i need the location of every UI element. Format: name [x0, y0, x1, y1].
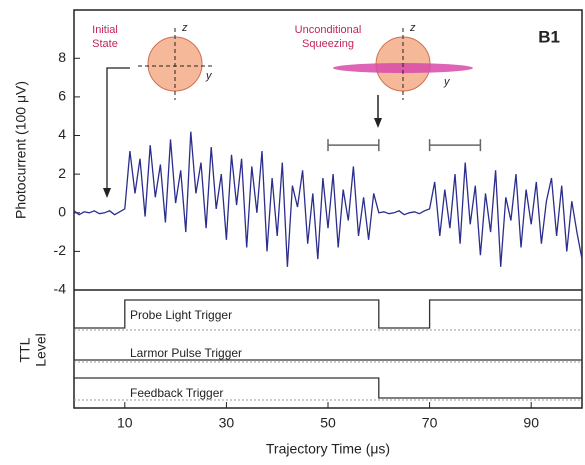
y-tick-label: -2	[54, 242, 67, 258]
arrow	[106, 67, 130, 190]
squeezed-state	[333, 63, 473, 73]
interval-bracket	[428, 139, 482, 152]
ttl-label: TTL	[17, 337, 33, 362]
y-tick-label: 0	[58, 203, 66, 219]
ttl-name: Larmor Pulse Trigger	[130, 346, 242, 360]
x-tick-label: 30	[219, 415, 235, 431]
y-tick-label: 6	[58, 88, 66, 104]
y-tick-label: 8	[58, 49, 66, 65]
x-tick-label: 10	[117, 415, 133, 431]
x-tick-label: 50	[320, 415, 336, 431]
y-tick-label: -4	[54, 281, 67, 297]
y-tick-label: 2	[58, 165, 66, 181]
axis-name: z	[181, 22, 188, 34]
ttl-trace	[74, 299, 582, 329]
x-tick-label: 90	[523, 415, 539, 431]
axis-name: y	[205, 70, 213, 82]
ttl-name: Feedback Trigger	[130, 386, 223, 400]
annotation: Initial	[92, 24, 118, 36]
ttl-trace	[74, 377, 582, 399]
arrowhead	[374, 118, 382, 128]
ttl-label: Level	[33, 333, 49, 366]
annotation: State	[92, 38, 118, 50]
x-tick-label: 70	[422, 415, 438, 431]
interval-bracket	[327, 139, 380, 152]
ttl-name: Probe Light Trigger	[130, 308, 232, 322]
panel-label: B1	[538, 27, 560, 46]
y-axis-label: Photocurrent (100 μV)	[13, 81, 29, 219]
annotation: Unconditional	[295, 24, 362, 36]
trace	[73, 131, 583, 267]
arrowhead	[103, 188, 111, 198]
axis-name: y	[443, 76, 451, 88]
x-axis-label: Trajectory Time (μs)	[266, 441, 390, 457]
annotation: Squeezing	[302, 38, 354, 50]
y-tick-label: 4	[58, 126, 66, 142]
axis-name: z	[409, 22, 416, 34]
